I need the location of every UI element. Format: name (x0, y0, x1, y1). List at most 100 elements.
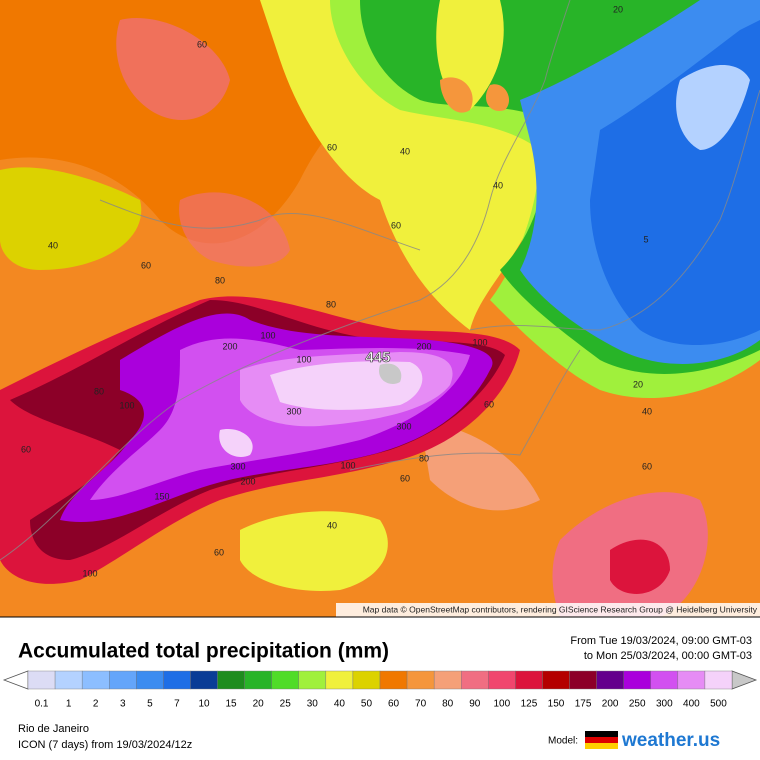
contour-label: 40 (327, 520, 337, 530)
title: Accumulated total precipitation (mm) (18, 640, 389, 663)
contour-label: 60 (642, 461, 652, 471)
model-label: Model: (548, 736, 578, 747)
legend-swatch (515, 670, 543, 690)
valid-from: From Tue 19/03/2024, 09:00 GMT-03 (570, 635, 752, 647)
contour-label: 60 (141, 260, 151, 270)
legend-swatch (298, 670, 327, 690)
contour-labels: 60 20 40 60 40 40 60 60 5 80 80 100 200 100 445 200 100 8… (21, 4, 652, 578)
legend-label: 70 (415, 699, 427, 710)
contour-label: 40 (493, 180, 503, 190)
legend-label: 50 (361, 699, 373, 710)
contour-label: 80 (419, 453, 429, 463)
valid-to: to Mon 25/03/2024, 00:00 GMT-03 (584, 650, 752, 662)
legend-label: 40 (334, 699, 346, 710)
contour-label: 200 (240, 476, 255, 486)
color-legend: 0.1 1 2 3 5 7 10 15 20 25 30 40 50 60 70 80 90 100 125 150 1… (2, 670, 758, 710)
legend-label: 10 (198, 699, 210, 710)
legend-swatch (136, 670, 164, 690)
contour-label: 5 (643, 234, 648, 244)
contour-label: 200 (222, 341, 237, 351)
legend-label: 125 (521, 699, 538, 710)
legend-swatch (244, 670, 272, 690)
contour-label: 60 (327, 142, 337, 152)
legend-swatch (379, 670, 408, 690)
legend-swatch (433, 670, 462, 690)
brand-logo: weather.us (621, 730, 720, 751)
contour-label: 100 (260, 330, 275, 340)
contour-label: 200 (416, 341, 431, 351)
legend-swatch (109, 670, 137, 690)
contour-label: 80 (326, 299, 336, 309)
legend-label: 5 (147, 699, 153, 710)
contour-label: 60 (197, 39, 207, 49)
contour-label: 20 (633, 379, 643, 389)
max-value-label: 445 (365, 349, 390, 366)
contour-label: 100 (296, 354, 311, 364)
contour-label: 100 (119, 400, 134, 410)
legend-swatch (190, 670, 218, 690)
legend-swatch (81, 670, 110, 690)
legend-swatch (542, 670, 570, 690)
contour-label: 300 (286, 406, 301, 416)
legend-label: 150 (548, 699, 565, 710)
legend-label: 80 (442, 699, 454, 710)
contour-label: 60 (484, 399, 494, 409)
contour-label: 300 (230, 461, 245, 471)
contour-label: 40 (48, 240, 58, 250)
contour-label: 100 (472, 337, 487, 347)
legend-swatch (271, 670, 299, 690)
map-attribution: Map data © OpenStreetMap contributors, r… (363, 604, 758, 614)
contour-label: 80 (215, 275, 225, 285)
legend-label: 300 (656, 699, 673, 710)
legend-label: 100 (494, 699, 511, 710)
legend-label: 175 (575, 699, 592, 710)
contour-label: 100 (340, 460, 355, 470)
contour-label: 60 (21, 444, 31, 454)
legend-swatch (54, 670, 83, 690)
legend-label: 2 (93, 699, 99, 710)
contour-label: 150 (154, 491, 169, 501)
contour-label: 60 (391, 220, 401, 230)
legend-swatch (406, 670, 435, 690)
legend-swatch (461, 670, 489, 690)
contour-label: 20 (613, 4, 623, 14)
legend-label: 3 (120, 699, 126, 710)
legend-label: 200 (602, 699, 619, 710)
contour-label: 60 (400, 473, 410, 483)
legend-label: 15 (226, 699, 238, 710)
legend-swatch (650, 670, 679, 690)
legend-swatch (677, 670, 706, 690)
contour-label: 100 (82, 568, 97, 578)
legend-label: 500 (710, 699, 727, 710)
contour-label: 60 (214, 547, 224, 557)
legend-swatch (325, 670, 354, 690)
model-run: ICON (7 days) from 19/03/2024/12z (18, 739, 192, 751)
contour-label: 40 (400, 146, 410, 156)
legend-label: 60 (388, 699, 400, 710)
legend-label: 0.1 (35, 699, 49, 710)
legend-label: 250 (629, 699, 646, 710)
legend-label: 25 (280, 699, 292, 710)
legend-swatch (352, 670, 381, 690)
contour-label: 300 (396, 421, 411, 431)
legend-swatch (163, 670, 191, 690)
precipitation-map: 60 20 40 60 40 40 60 60 5 80 80 100 200 100 445 200 100 8… (0, 0, 760, 617)
legend-swatch (27, 670, 56, 690)
contour-label: 40 (642, 406, 652, 416)
legend-swatch (704, 670, 733, 690)
legend-label: 30 (307, 699, 319, 710)
legend-swatch (623, 670, 651, 690)
germany-flag (585, 731, 618, 749)
legend-label: 1 (66, 699, 72, 710)
location: Rio de Janeiro (18, 723, 89, 735)
legend-label: 90 (469, 699, 481, 710)
legend-swatch (596, 670, 624, 690)
legend-swatch (217, 670, 245, 690)
legend-swatch (569, 670, 597, 690)
legend-label: 7 (174, 699, 180, 710)
legend-label: 20 (253, 699, 265, 710)
legend-swatch (488, 670, 516, 690)
legend-label: 400 (683, 699, 700, 710)
contour-label: 80 (94, 386, 104, 396)
